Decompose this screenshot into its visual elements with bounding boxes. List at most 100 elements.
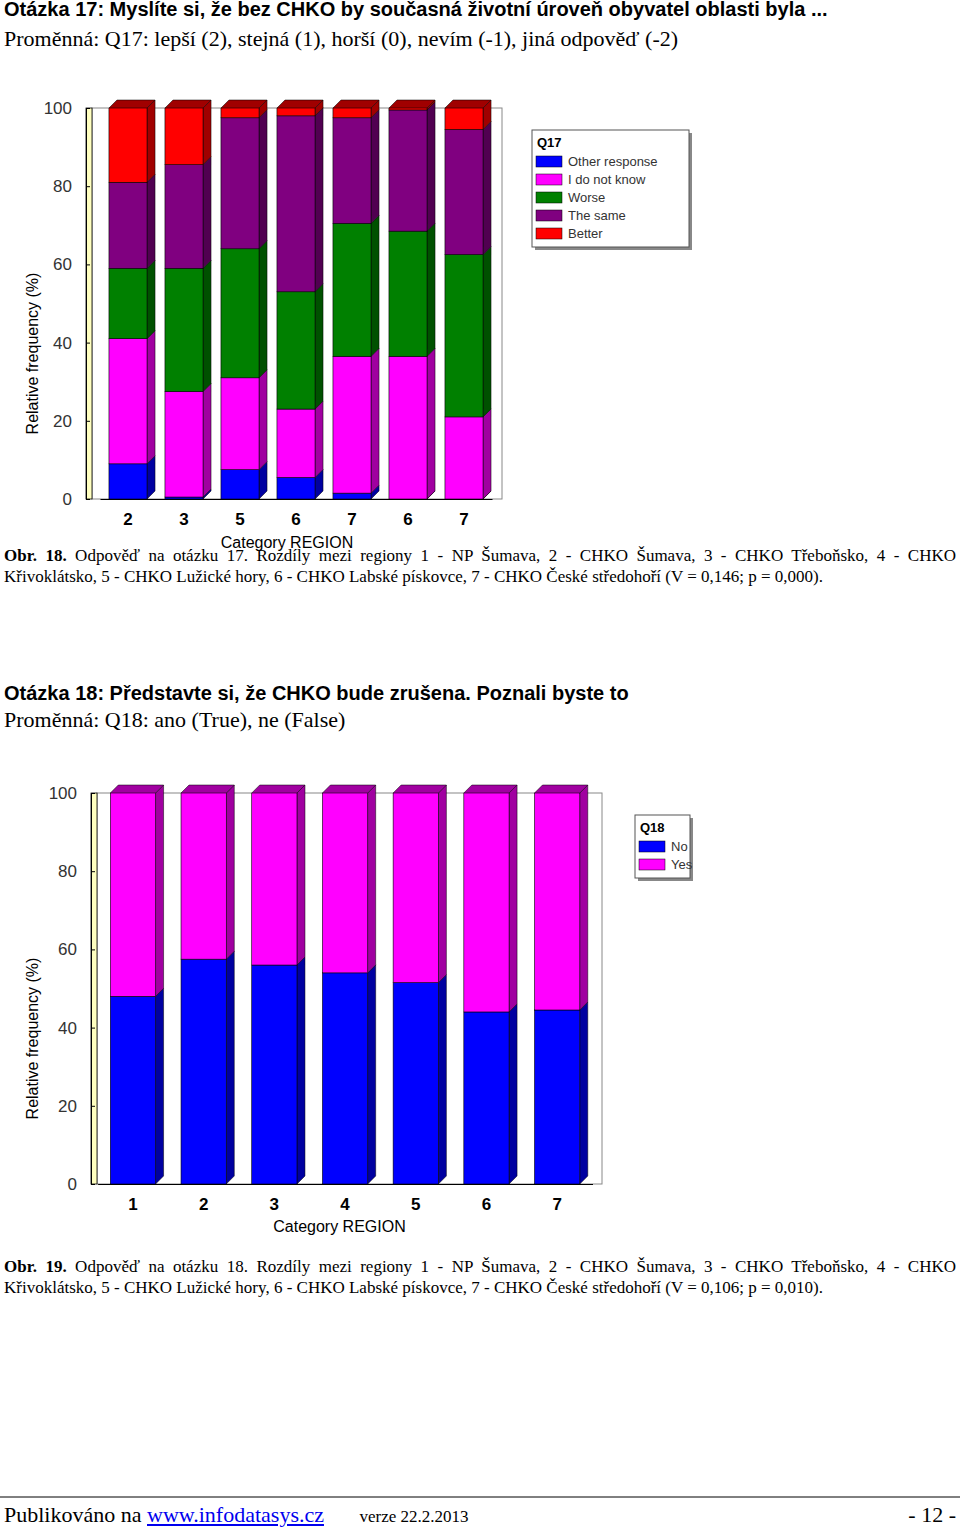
y-tick-label: 20 [53, 412, 72, 431]
y-axis-line [86, 109, 87, 500]
bar-segment [535, 1010, 580, 1184]
variable-line: Proměnná: Q18: ano (True), ne (False) [4, 706, 345, 734]
bar-segment [181, 959, 226, 1184]
y-tick-label: 80 [58, 862, 77, 881]
bar-top [110, 785, 163, 793]
x-tick: 2 [199, 1184, 208, 1214]
bar-segment [165, 165, 203, 269]
bar-side [580, 1002, 588, 1184]
x-tick: 5 [235, 499, 244, 529]
x-tick: 2 [123, 499, 132, 529]
legend-swatch [536, 192, 562, 203]
y-tick-label: 40 [53, 334, 72, 353]
y-tick: 80 [53, 177, 90, 196]
bar-segment [322, 793, 367, 973]
legend-label: Worse [568, 190, 605, 205]
legend-label: The same [568, 208, 626, 223]
bar-top [252, 785, 305, 793]
x-tick: 6 [403, 499, 412, 529]
bar-top [322, 785, 375, 793]
x-tick: 7 [347, 499, 356, 529]
bar-segment [221, 249, 259, 378]
bar-side [509, 785, 517, 1012]
y-tick: 60 [53, 255, 90, 274]
x-tick-label: 4 [340, 1195, 350, 1214]
bar-side [147, 174, 155, 268]
y-axis-title: Relative frequency (%) [24, 273, 41, 435]
y-tick-mark [86, 186, 90, 187]
y-tick-label: 0 [68, 1175, 77, 1194]
y-tick: 0 [63, 490, 90, 509]
variable-line: Proměnná: Q17: lepší (2), stejná (1), ho… [4, 25, 678, 53]
bar-side [203, 157, 211, 269]
bar-top [445, 100, 491, 108]
heading: Otázka 18: Představte si, že CHKO bude z… [4, 681, 629, 705]
bar-segment [221, 378, 259, 470]
x-axis-line [98, 1184, 593, 1185]
bar-segment [109, 339, 147, 464]
legend-label: Yes [671, 857, 693, 872]
bar-side [259, 241, 267, 378]
y-tick-mark [86, 343, 90, 344]
legend-title: Q17 [537, 135, 562, 150]
x-tick: 7 [459, 499, 468, 529]
bar-segment [389, 108, 427, 110]
bar-segment [110, 793, 155, 996]
bar-side [156, 785, 164, 996]
x-tick: 1 [128, 1184, 137, 1214]
caption-text: Odpověď na otázku 18. Rozdíly mezi regio… [4, 1257, 956, 1297]
y-tick-mark [91, 949, 95, 950]
bar-side [147, 331, 155, 464]
legend: Q17Other responseI do not knowWorseThe s… [532, 130, 692, 250]
page-graphics: 0204060801002356767Category REGIONRelati… [0, 0, 960, 1529]
x-tick-label: 3 [179, 510, 188, 529]
y-tick-mark [91, 1028, 95, 1029]
x-tick-label: 2 [199, 1195, 208, 1214]
bar-segment [165, 108, 203, 165]
y-tick-mark [86, 108, 90, 109]
y-tick: 80 [58, 862, 95, 881]
x-tick: 6 [291, 499, 300, 529]
page-number: - 12 - [908, 1501, 956, 1529]
legend-swatch [536, 210, 562, 221]
heading: Otázka 17: Myslíte si, že bez CHKO by so… [4, 0, 828, 21]
caption: Obr. 19. Odpověď na otázku 18. Rozdíly m… [4, 1256, 956, 1298]
bar-side [203, 260, 211, 391]
bar-segment [445, 108, 483, 130]
bar-side [427, 102, 435, 231]
x-tick-label: 6 [482, 1195, 491, 1214]
y-tick: 100 [44, 99, 90, 118]
bar-segment [445, 130, 483, 255]
bar-top [393, 785, 446, 793]
bar-side [315, 401, 323, 477]
page: 0204060801002356767Category REGIONRelati… [0, 0, 960, 1529]
bars [109, 108, 483, 499]
y-tick-label: 60 [53, 255, 72, 274]
bar-segment [277, 108, 315, 116]
bar-segment [110, 996, 155, 1184]
x-axis-title: Category REGION [273, 1218, 405, 1235]
y-tick-mark [91, 1106, 95, 1107]
footer-link[interactable]: www.infodatasys.cz [147, 1502, 324, 1527]
bar-segment [464, 1012, 509, 1184]
bar-side [315, 108, 323, 292]
bar-side [483, 409, 491, 499]
legend-title: Q18 [640, 820, 665, 835]
bar-segment [333, 108, 371, 118]
bar-top [464, 785, 517, 793]
bar-side [297, 785, 305, 965]
bar-side [203, 100, 211, 165]
chart: 0204060801001234567Category REGIONRelati… [24, 784, 693, 1235]
y-tick-label: 100 [49, 784, 77, 803]
bar-segment [277, 477, 315, 499]
bar-segment [333, 118, 371, 224]
x-tick-label: 1 [128, 1195, 137, 1214]
x-tick-label: 2 [123, 510, 132, 529]
bar-side [259, 110, 267, 249]
bar-segment [165, 391, 203, 497]
legend-swatch [639, 841, 665, 852]
y-tick: 40 [53, 334, 90, 353]
caption: Obr. 18. Odpověď na otázku 17. Rozdíly m… [4, 545, 956, 587]
bar-segment [221, 108, 259, 118]
legend: Q18NoYes [635, 815, 693, 881]
